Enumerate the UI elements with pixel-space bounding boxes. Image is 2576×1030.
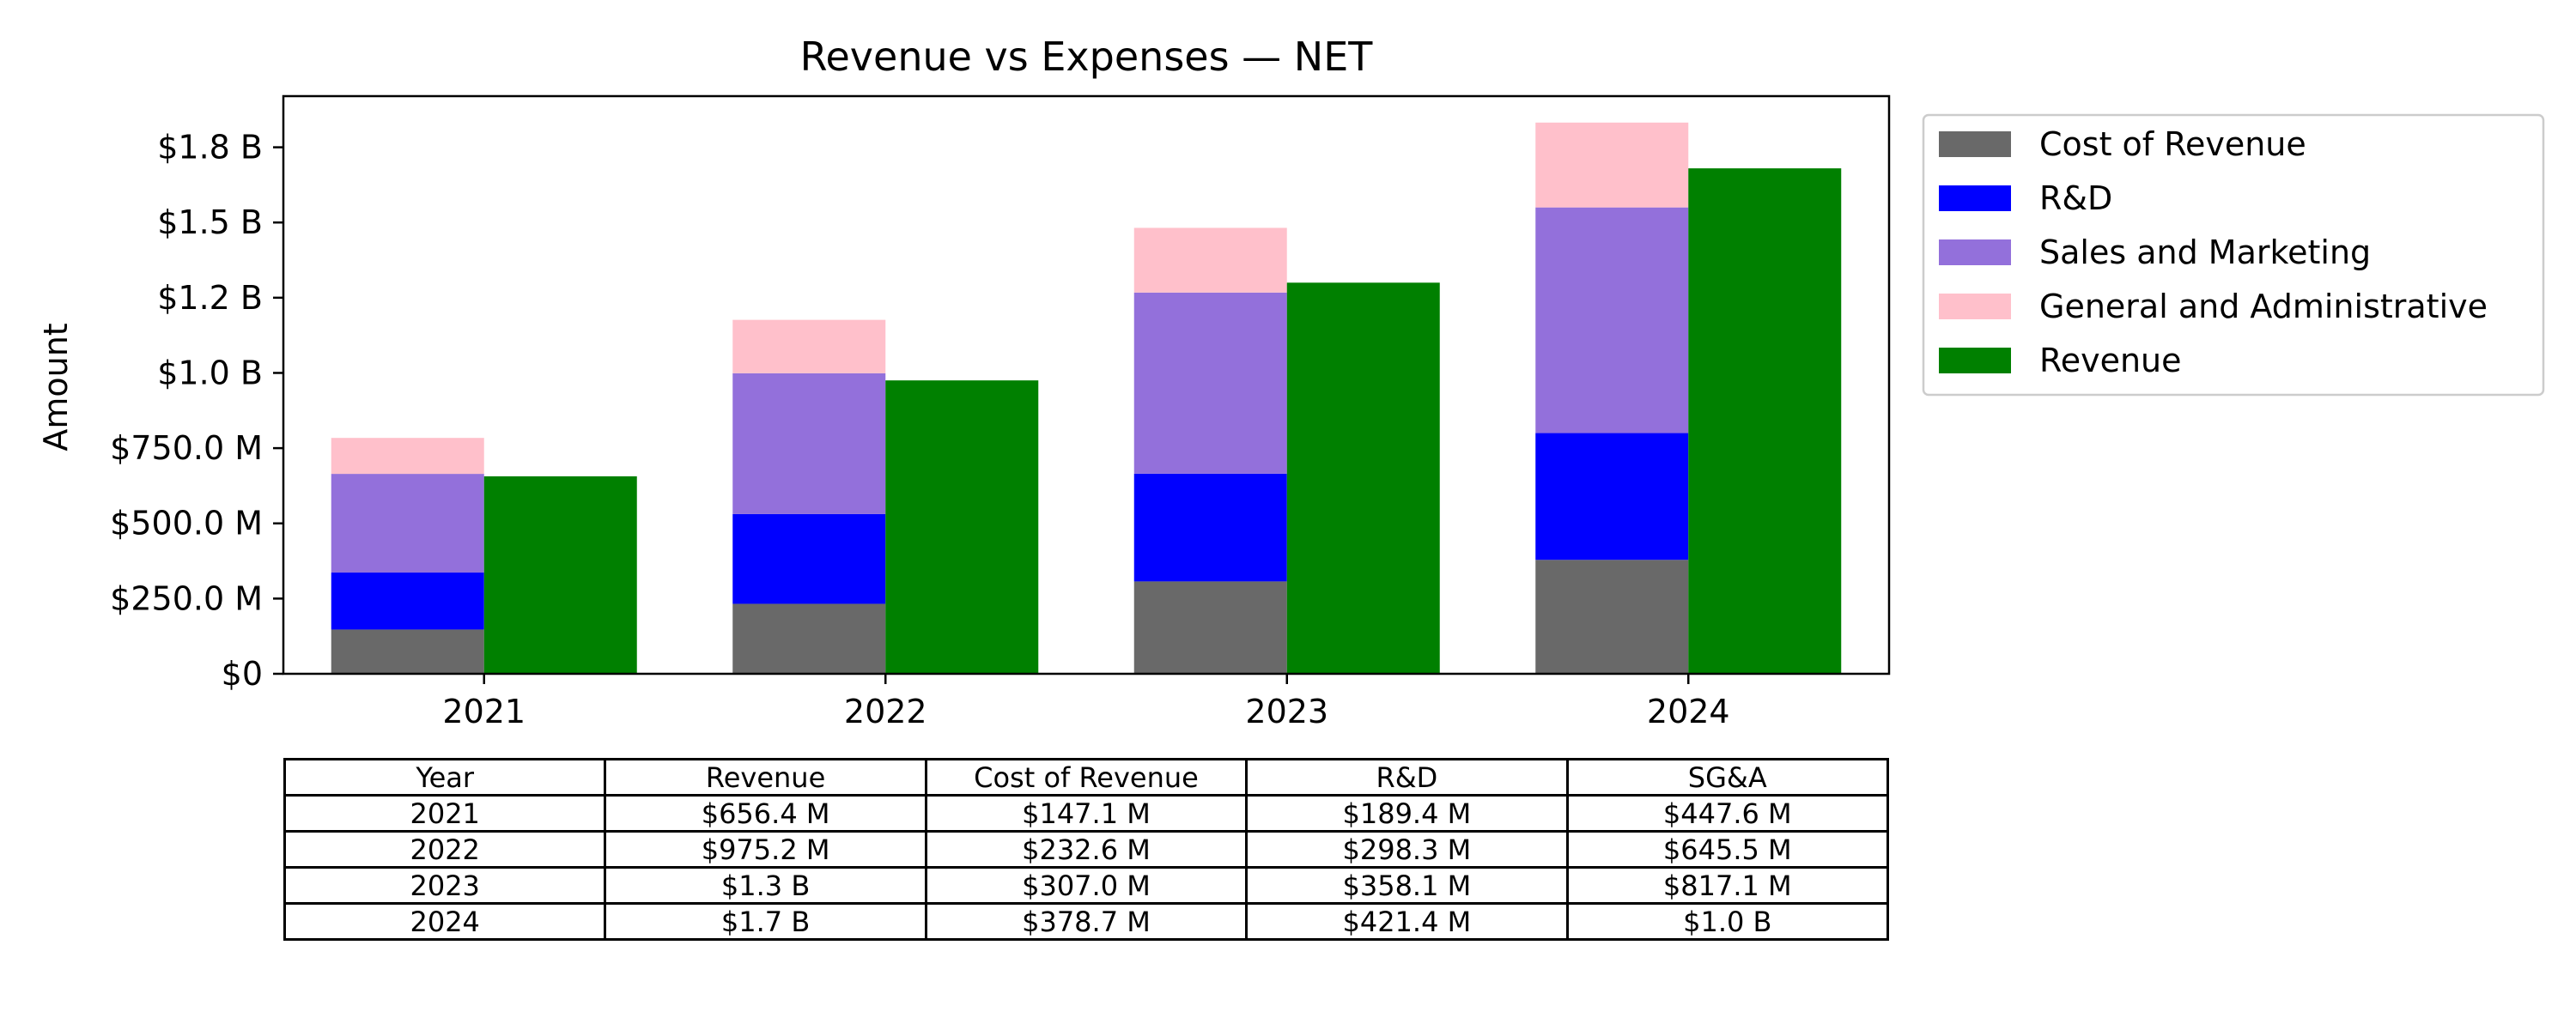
table-cell: $1.0 B <box>1565 902 1890 941</box>
bar-cost-of-revenue-2022 <box>732 603 886 674</box>
table-cell: $147.1 M <box>924 794 1249 833</box>
table-cell: $358.1 M <box>1245 866 1569 905</box>
legend-label: Revenue <box>2039 342 2182 379</box>
x-tick-label: 2024 <box>1647 693 1730 730</box>
y-axis-label: Amount <box>37 323 75 451</box>
table-cell: 2023 <box>283 866 607 905</box>
y-tick-label: $0 <box>222 655 263 693</box>
bar-general-and-administrative-2024 <box>1535 122 1689 208</box>
bar-cost-of-revenue-2024 <box>1535 560 1689 674</box>
table-cell: 2024 <box>283 902 607 941</box>
bar-r-d-2023 <box>1133 473 1287 582</box>
x-tick-label: 2022 <box>844 693 927 730</box>
chart-title: Revenue vs Expenses — NET <box>800 33 1374 80</box>
bar-sales-and-marketing-2022 <box>732 373 886 514</box>
legend-label: Cost of Revenue <box>2039 125 2306 163</box>
bar-sales-and-marketing-2023 <box>1133 292 1287 474</box>
data-table: Year Revenue Cost of Revenue R&D SG&A 2021 $6… <box>283 758 1890 941</box>
table-row: 2024 $1.7 B $378.7 M $421.4 M $1.0 B <box>283 902 1890 941</box>
table-cell: $189.4 M <box>1245 794 1569 833</box>
table-row: 2023 $1.3 B $307.0 M $358.1 M $817.1 M <box>283 866 1890 905</box>
table-row: 2021 $656.4 M $147.1 M $189.4 M $447.6 M <box>283 794 1890 833</box>
table-cell: $298.3 M <box>1245 830 1569 869</box>
table-header-cell: Revenue <box>604 758 927 797</box>
bar-r-d-2021 <box>331 573 484 630</box>
legend-label: R&D <box>2039 179 2112 217</box>
table-row: 2022 $975.2 M $232.6 M $298.3 M $645.5 M <box>283 830 1890 869</box>
bar-general-and-administrative-2022 <box>732 319 886 373</box>
table-header-cell: R&D <box>1245 758 1569 797</box>
bar-cost-of-revenue-2021 <box>331 629 484 674</box>
table-cell: $1.7 B <box>604 902 927 941</box>
table-cell: 2021 <box>283 794 607 833</box>
table-cell: $232.6 M <box>924 830 1249 869</box>
bar-revenue-2021 <box>483 476 637 674</box>
x-tick-label: 2021 <box>442 693 526 730</box>
table-cell: 2022 <box>283 830 607 869</box>
y-tick-label: $1.8 B <box>157 129 263 167</box>
table-cell: $817.1 M <box>1565 866 1890 905</box>
table-header-cell: Cost of Revenue <box>924 758 1249 797</box>
y-tick-label: $1.0 B <box>157 354 263 391</box>
bar-sales-and-marketing-2024 <box>1535 207 1689 433</box>
legend-swatch <box>1939 239 2011 265</box>
y-tick-label: $1.2 B <box>157 279 263 317</box>
bar-general-and-administrative-2021 <box>331 438 484 475</box>
table-cell: $421.4 M <box>1245 902 1569 941</box>
bar-cost-of-revenue-2023 <box>1133 581 1287 674</box>
legend-label: General and Administrative <box>2039 288 2488 325</box>
table-cell: $975.2 M <box>604 830 927 869</box>
table-cell: $656.4 M <box>604 794 927 833</box>
y-tick-label: $500.0 M <box>110 505 263 542</box>
legend: Cost of Revenue R&D Sales and Marketing Gen… <box>1922 113 2545 397</box>
y-tick-label: $750.0 M <box>110 429 263 467</box>
table-cell: $1.3 B <box>604 866 927 905</box>
bar-revenue-2022 <box>885 380 1039 674</box>
legend-swatch <box>1939 185 2011 211</box>
bar-r-d-2024 <box>1535 433 1689 560</box>
x-tick-label: 2023 <box>1245 693 1328 730</box>
bar-general-and-administrative-2023 <box>1133 227 1287 293</box>
table-body: 2021 $656.4 M $147.1 M $189.4 M $447.6 M 2022… <box>283 794 1890 941</box>
y-tick-label: $250.0 M <box>110 579 263 617</box>
plot-frame <box>282 94 1891 676</box>
bar-revenue-2024 <box>1688 168 1842 674</box>
table-cell: $378.7 M <box>924 902 1249 941</box>
y-tick-label: $1.5 B <box>157 203 263 241</box>
legend-swatch <box>1939 294 2011 319</box>
table-header-row: Year Revenue Cost of Revenue R&D SG&A <box>283 758 1890 797</box>
axes: 2021 2022 2023 2024 $0 $250.0 M $500.0 M $750.0… <box>110 94 1891 730</box>
table-header-cell: Year <box>283 758 607 797</box>
legend-box <box>1922 113 2545 397</box>
table-cell: $645.5 M <box>1565 830 1890 869</box>
legend-swatch <box>1939 348 2011 373</box>
table-cell: $447.6 M <box>1565 794 1890 833</box>
bar-revenue-2023 <box>1286 282 1440 674</box>
bars <box>331 122 1842 674</box>
bar-sales-and-marketing-2021 <box>331 474 484 573</box>
legend-swatch <box>1939 131 2011 157</box>
table-header-cell: SG&A <box>1565 758 1890 797</box>
table-cell: $307.0 M <box>924 866 1249 905</box>
legend-label: Sales and Marketing <box>2039 233 2371 271</box>
bar-r-d-2022 <box>732 513 886 604</box>
